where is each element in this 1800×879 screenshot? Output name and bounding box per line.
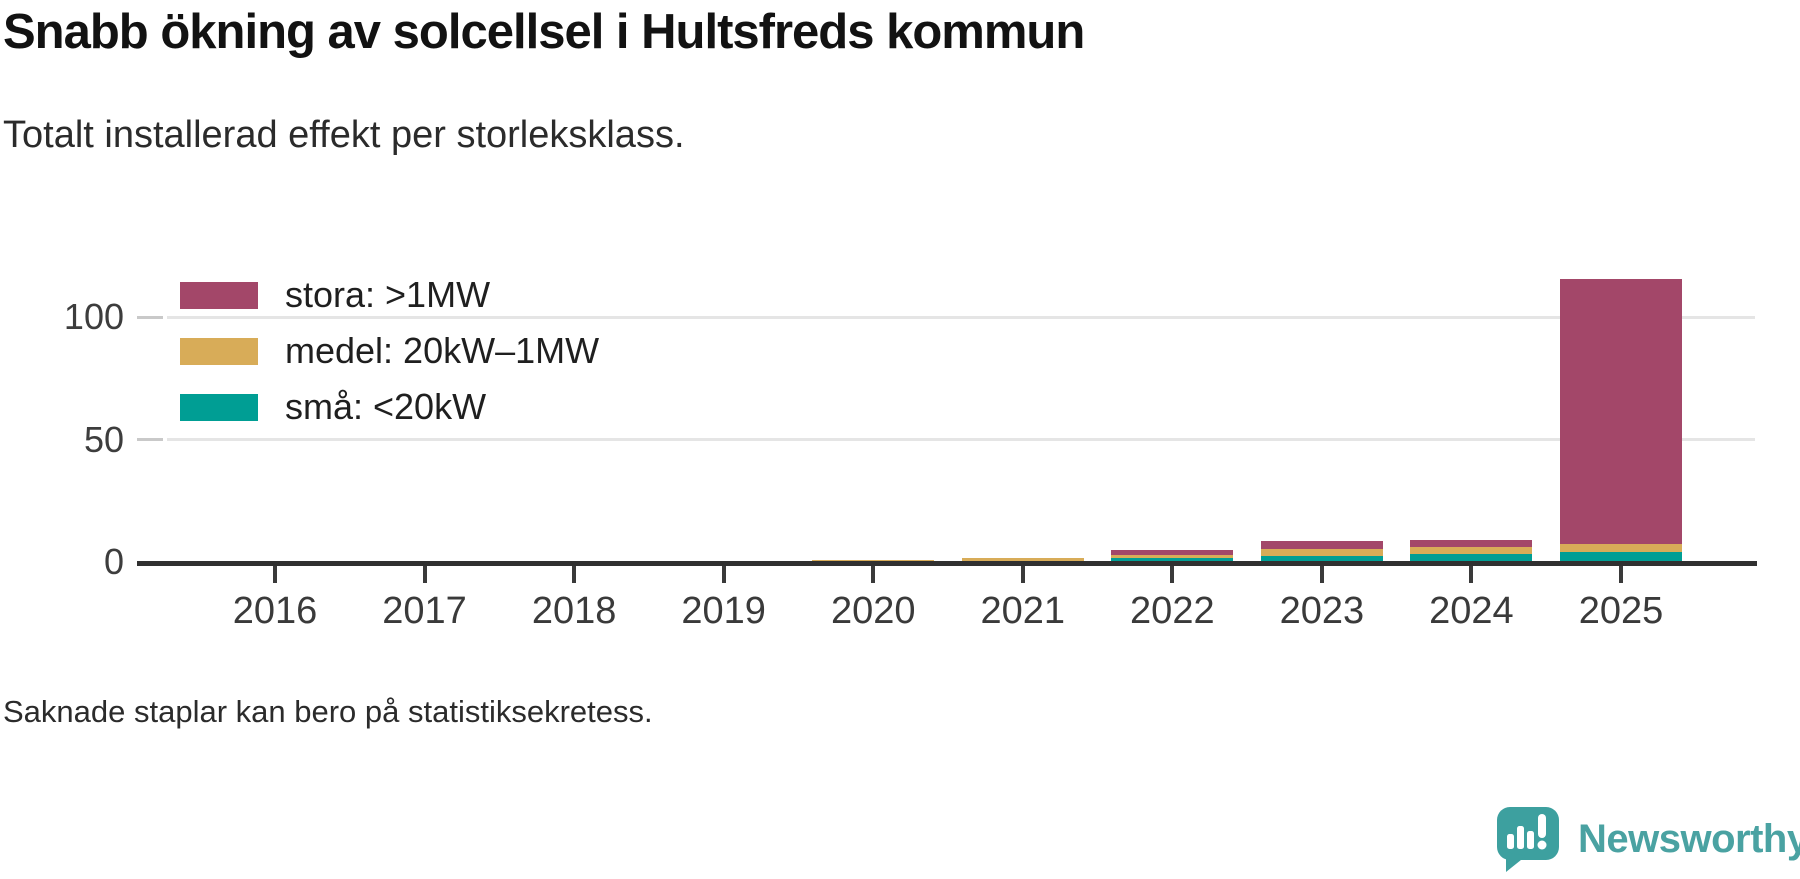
x-axis-label: 2018: [531, 590, 617, 632]
legend-swatch: [180, 281, 258, 309]
legend-item: små: <20kW: [180, 386, 487, 427]
legend-swatch: [180, 337, 258, 365]
x-tick-mark: [1319, 566, 1324, 583]
gridline: [167, 315, 1755, 319]
x-tick-mark: [721, 566, 726, 583]
x-tick-mark: [273, 566, 277, 583]
gridline: [167, 438, 1755, 441]
x-tick-mark: [1020, 566, 1025, 583]
brand-lockup: Newsworthy: [1494, 804, 1800, 874]
x-axis-label: 2020: [830, 590, 916, 632]
x-axis-label: 2023: [1279, 590, 1365, 632]
bar-segment: [812, 560, 935, 562]
legend-item: stora: >1MW: [180, 274, 491, 315]
y-axis-label: 50: [83, 418, 124, 460]
x-axis-line: [137, 561, 1757, 566]
newsworthy-logo-icon: [1494, 804, 1562, 874]
legend-item: medel: 20kW–1MW: [180, 330, 600, 371]
y-axis-label: 0: [103, 541, 124, 582]
footnote: Saknade staplar kan bero på statistiksek…: [3, 694, 653, 729]
bar-segment: [1560, 544, 1682, 552]
chart-subtitle: Totalt installerad effekt per storlekskl…: [3, 114, 685, 156]
x-tick-mark: [871, 566, 876, 583]
bar-segment: [1410, 553, 1533, 562]
bar-segment: [1560, 551, 1682, 562]
y-tick-mark: [137, 438, 163, 441]
legend-label: små: <20kW: [285, 386, 487, 427]
bar-segment: [1410, 540, 1533, 547]
bar-segment: [961, 558, 1084, 561]
x-axis-label: 2017: [382, 590, 467, 632]
x-tick-mark: [1469, 566, 1474, 583]
legend-label: medel: 20kW–1MW: [285, 330, 600, 371]
y-tick-mark: [137, 315, 163, 319]
x-axis-label: 2021: [980, 590, 1066, 632]
x-tick-mark: [1170, 566, 1175, 583]
legend-label: stora: >1MW: [285, 274, 491, 315]
bar-segment: [1260, 541, 1383, 549]
x-axis-label: 2016: [232, 590, 318, 632]
bar-segment: [1111, 549, 1234, 555]
bar-segment: [1111, 557, 1234, 562]
bar-segment: [1260, 556, 1383, 562]
x-axis-label: 2019: [681, 590, 766, 632]
x-axis-label: 2022: [1130, 590, 1215, 632]
page-title: Snabb ökning av solcellsel i Hultsfreds …: [3, 5, 1085, 59]
bar-segment: [1560, 279, 1682, 545]
bar-segment: [1260, 548, 1383, 557]
bar-segment: [1111, 554, 1234, 558]
x-axis-label: 2025: [1578, 590, 1664, 632]
x-tick-mark: [422, 566, 427, 583]
brand-name: Newsworthy: [1578, 816, 1800, 861]
bar-segment: [1410, 546, 1533, 554]
x-axis-label: 2024: [1429, 590, 1514, 632]
y-axis-label: 100: [63, 296, 124, 337]
x-tick-mark: [572, 566, 577, 583]
legend-swatch: [180, 393, 258, 421]
x-tick-mark: [1619, 566, 1623, 583]
